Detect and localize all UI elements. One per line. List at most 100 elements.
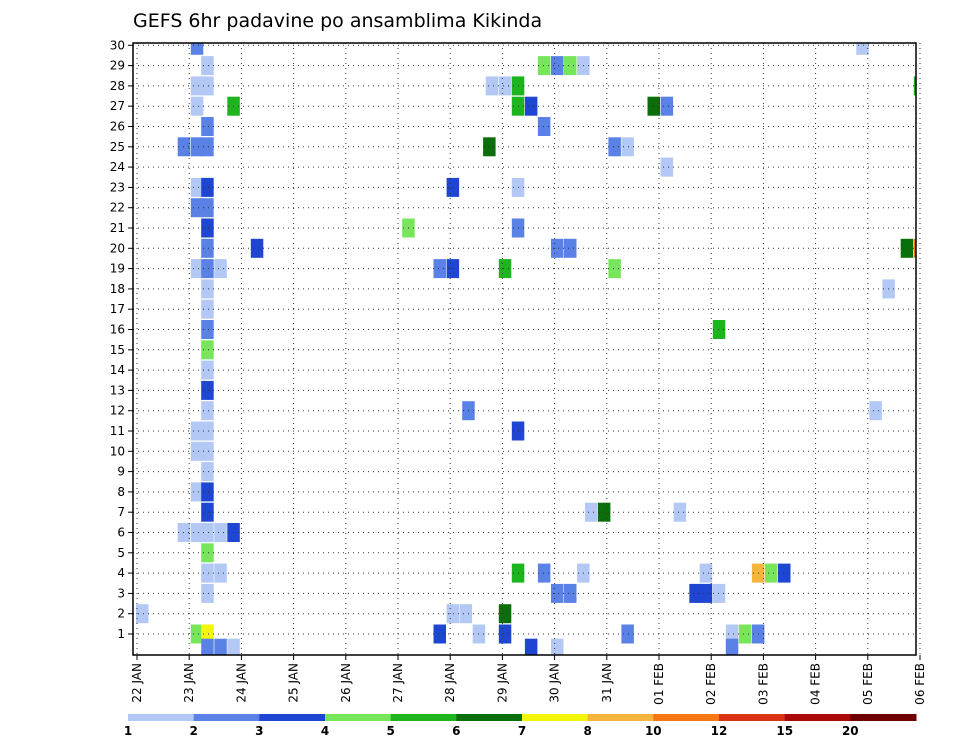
y-tick-label: 10 (110, 444, 125, 458)
heatmap-cell (551, 638, 564, 655)
heatmap-cell (214, 259, 227, 279)
heatmap-cell (201, 360, 214, 380)
heatmap-cell (201, 76, 214, 96)
heatmap-cell (673, 502, 687, 522)
y-tick-label: 9 (117, 465, 125, 479)
y-tick-label: 8 (117, 485, 125, 499)
x-tick-label: 24 JAN (234, 663, 248, 703)
heatmap-cell (660, 96, 674, 116)
heatmap-cell (190, 624, 204, 644)
heatmap-cell (190, 76, 204, 96)
y-tick-label: 16 (110, 323, 125, 337)
heatmap-cell (433, 624, 446, 644)
x-tick-label: 03 FEB (756, 663, 770, 705)
y-tick-label: 30 (110, 38, 125, 52)
heatmap-cell (201, 380, 214, 400)
x-tick-label: 30 JAN (548, 663, 562, 703)
y-tick-label: 27 (110, 99, 125, 113)
heatmap-cell (190, 43, 204, 55)
heatmap-cell (190, 421, 204, 441)
colorbar-label: 7 (518, 724, 526, 738)
heatmap-cell (524, 96, 538, 116)
x-tick-label: 06 FEB (913, 663, 927, 705)
colorbar-swatch (128, 714, 195, 721)
colorbar-swatch (587, 714, 654, 721)
y-tick-label: 18 (110, 282, 125, 296)
heatmap-cell (608, 259, 621, 279)
heatmap-cell (201, 563, 214, 583)
heatmap-cell (201, 117, 214, 136)
x-axis-ticks: 22 JAN 23 JAN 24 JAN 25 JAN 26 JAN 27 JAN 28 J… (130, 655, 927, 705)
heatmap-cell (498, 604, 512, 624)
y-tick-label: 25 (110, 140, 125, 154)
heatmap-cell (551, 56, 564, 76)
colorbar-swatch (850, 714, 917, 721)
heatmap-cell (869, 401, 882, 421)
colorbar-label: 1 (124, 724, 132, 738)
x-tick-label: 05 FEB (861, 663, 875, 705)
y-tick-label: 2 (117, 607, 125, 621)
y-tick-label: 17 (110, 302, 125, 316)
heatmap-cell (551, 583, 564, 603)
heatmap-cell (201, 279, 214, 299)
heatmap-cell (621, 624, 634, 644)
heatmap-cell (498, 76, 512, 96)
heatmap-cell (537, 117, 551, 136)
heatmap-cell (250, 238, 264, 258)
y-tick-label: 14 (110, 363, 125, 377)
heatmap-cell (201, 543, 214, 563)
y-tick-label: 24 (110, 160, 125, 174)
heatmap-cell (699, 563, 713, 583)
colorbar-swatch (390, 714, 457, 721)
y-tick-label: 23 (110, 180, 125, 194)
colorbar-label: 2 (190, 724, 198, 738)
heatmap-cell (201, 482, 214, 502)
heatmap-cell (551, 238, 564, 258)
colorbar-swatch (719, 714, 786, 721)
y-tick-label: 4 (117, 566, 125, 580)
heatmap-cell (190, 523, 204, 542)
heatmap-cell (765, 563, 778, 583)
heatmap-cell (689, 583, 702, 603)
chart-title: GEFS 6hr padavine po ansamblima Kikinda (133, 10, 542, 32)
y-tick-label: 28 (110, 79, 125, 93)
x-tick-label: 22 JAN (130, 663, 144, 703)
plot-frame (132, 42, 917, 656)
y-tick-label: 12 (110, 404, 125, 418)
heatmap-cell (913, 76, 917, 96)
y-tick-label: 13 (110, 383, 125, 397)
heatmap-cell (201, 137, 214, 157)
heatmap-cell (621, 137, 634, 157)
heatmap-cell (190, 259, 204, 279)
x-tick-label: 01 FEB (652, 663, 666, 705)
heatmap-cell (564, 56, 577, 76)
y-axis-ticks: 1234567891011121314151617181920212223242… (110, 38, 133, 641)
heatmap-cell (913, 238, 917, 258)
heatmap-cell (201, 441, 214, 461)
colorbar-label: 5 (387, 724, 395, 738)
heatmap-cell (597, 502, 611, 522)
heatmap-cell (201, 177, 214, 197)
heatmap-cell (201, 583, 214, 603)
y-tick-label: 3 (117, 586, 125, 600)
heatmap-cell (201, 523, 214, 542)
heatmap-cell (446, 177, 460, 197)
heatmap-cell (459, 604, 473, 624)
colorbar-label: 12 (711, 724, 728, 738)
heatmap-cell (190, 137, 204, 157)
colorbar-label: 4 (321, 724, 329, 738)
heatmap-cell (900, 238, 914, 258)
heatmap-cell (778, 563, 791, 583)
y-tick-label: 19 (110, 262, 125, 276)
y-tick-label: 26 (110, 120, 125, 134)
y-tick-label: 1 (117, 627, 125, 641)
heatmap-cell (201, 638, 214, 655)
heatmap-cell (201, 238, 214, 258)
heatmap-cell (738, 624, 752, 644)
heatmap-cell (564, 238, 577, 258)
heatmap-cell (699, 583, 713, 603)
colorbar-label: 3 (255, 724, 263, 738)
y-tick-label: 7 (117, 505, 125, 519)
colorbar-swatch (193, 714, 260, 721)
